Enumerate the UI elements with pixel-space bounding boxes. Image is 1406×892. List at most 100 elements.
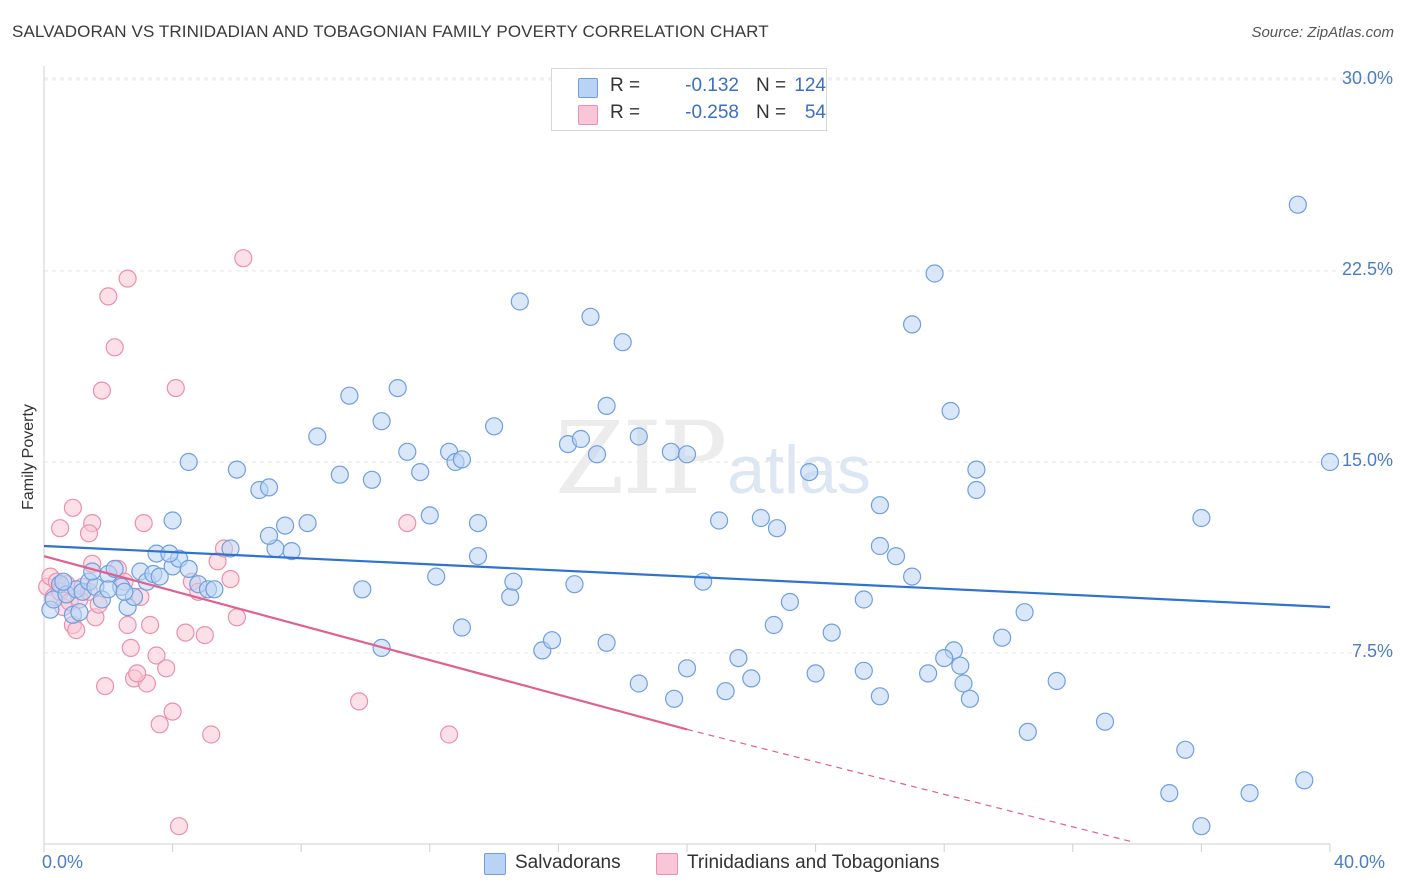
salvadoran-point[interactable]: [571, 429, 591, 449]
salvadoran-point[interactable]: [742, 669, 761, 688]
salvadoran-point[interactable]: [951, 656, 970, 675]
trinidadian-point[interactable]: [150, 715, 169, 734]
salvadoran-point[interactable]: [150, 567, 169, 586]
salvadoran-point[interactable]: [340, 386, 359, 405]
trinidadian-point[interactable]: [157, 659, 176, 678]
salvadoran-point[interactable]: [504, 572, 523, 591]
salvadoran-point[interactable]: [822, 623, 841, 642]
salvadoran-point[interactable]: [1018, 722, 1037, 742]
salvadoran-point[interactable]: [1047, 671, 1066, 691]
trinidadian-point[interactable]: [169, 817, 189, 836]
salvadoran-point[interactable]: [259, 478, 279, 497]
trinidadian-point[interactable]: [118, 615, 137, 635]
salvadoran-point[interactable]: [1288, 195, 1307, 214]
salvadoran-point[interactable]: [587, 445, 607, 464]
salvadoran-point[interactable]: [427, 567, 446, 586]
salvadoran-point[interactable]: [854, 590, 873, 609]
salvadoran-point[interactable]: [729, 648, 748, 668]
salvadoran-point[interactable]: [221, 539, 240, 558]
trinidadian-point[interactable]: [118, 269, 137, 288]
trinidadian-point[interactable]: [99, 287, 118, 306]
trinidadian-point[interactable]: [176, 623, 195, 642]
trinidadian-point[interactable]: [227, 608, 246, 627]
salvadoran-point[interactable]: [362, 470, 381, 489]
salvadoran-point[interactable]: [1240, 783, 1259, 803]
salvadoran-point[interactable]: [485, 417, 504, 436]
trinidadian-point[interactable]: [234, 249, 253, 268]
trinidadian-point[interactable]: [121, 638, 140, 658]
salvadoran-point[interactable]: [960, 689, 980, 708]
salvadoran-point[interactable]: [468, 513, 488, 533]
trinidadian-point[interactable]: [440, 725, 459, 744]
trinidadian-point[interactable]: [63, 498, 83, 517]
trinidadian-point[interactable]: [79, 524, 99, 543]
salvadoran-point[interactable]: [918, 664, 938, 683]
salvadoran-point[interactable]: [767, 519, 787, 538]
trinidadian-point[interactable]: [95, 676, 115, 696]
salvadoran-point[interactable]: [179, 452, 198, 472]
salvadoran-point[interactable]: [677, 659, 697, 678]
salvadoran-point[interactable]: [693, 572, 713, 591]
trinidadian-point[interactable]: [67, 620, 86, 640]
salvadoran-point[interactable]: [854, 661, 873, 680]
salvadoran-point[interactable]: [870, 687, 890, 706]
salvadoran-point[interactable]: [1192, 508, 1211, 528]
trinidadian-point[interactable]: [50, 519, 70, 538]
salvadoran-point[interactable]: [468, 547, 488, 566]
trinidadian-point[interactable]: [163, 702, 182, 721]
salvadoran-point[interactable]: [1320, 452, 1340, 472]
trinidadian-point[interactable]: [105, 338, 124, 357]
salvadoran-point[interactable]: [597, 633, 616, 652]
salvadoran-point[interactable]: [1160, 783, 1179, 803]
salvadoran-point[interactable]: [925, 264, 944, 283]
trinidadian-point[interactable]: [128, 664, 147, 683]
salvadoran-point[interactable]: [941, 401, 960, 421]
salvadoran-point[interactable]: [179, 559, 198, 579]
salvadoran-point[interactable]: [308, 427, 327, 446]
salvadoran-point[interactable]: [800, 463, 819, 482]
salvadoran-point[interactable]: [1295, 771, 1314, 790]
salvadoran-point[interactable]: [629, 427, 648, 446]
trinidadian-point[interactable]: [195, 625, 214, 645]
salvadoran-point[interactable]: [764, 615, 783, 635]
salvadoran-point[interactable]: [709, 511, 729, 530]
salvadoran-point[interactable]: [160, 544, 179, 563]
salvadoran-point[interactable]: [227, 460, 246, 479]
salvadoran-point[interactable]: [661, 442, 681, 461]
salvadoran-point[interactable]: [870, 496, 890, 515]
salvadoran-point[interactable]: [954, 674, 973, 693]
salvadoran-point[interactable]: [70, 603, 89, 622]
salvadoran-point[interactable]: [282, 541, 301, 561]
salvadoran-point[interactable]: [205, 580, 224, 599]
salvadoran-point[interactable]: [581, 307, 600, 326]
trinidadian-point[interactable]: [92, 381, 112, 400]
salvadoran-point[interactable]: [1192, 817, 1211, 836]
salvadoran-point[interactable]: [613, 333, 632, 352]
trinidadian-point[interactable]: [350, 692, 369, 711]
salvadoran-point[interactable]: [716, 682, 735, 701]
salvadoran-point[interactable]: [967, 460, 986, 479]
salvadoran-point[interactable]: [542, 631, 562, 650]
salvadoran-point[interactable]: [597, 396, 616, 415]
salvadoran-point[interactable]: [330, 465, 349, 484]
salvadoran-point[interactable]: [806, 664, 825, 683]
salvadoran-point[interactable]: [992, 628, 1012, 647]
salvadoran-point[interactable]: [411, 463, 430, 482]
salvadoran-point[interactable]: [276, 516, 295, 535]
salvadoran-point[interactable]: [298, 513, 317, 533]
salvadoran-point[interactable]: [99, 580, 118, 599]
salvadoran-point[interactable]: [664, 689, 684, 708]
salvadoran-point[interactable]: [388, 379, 407, 398]
salvadoran-point[interactable]: [398, 442, 417, 461]
salvadoran-point[interactable]: [501, 587, 520, 607]
salvadoran-point[interactable]: [780, 592, 800, 612]
salvadoran-point[interactable]: [629, 674, 648, 693]
salvadoran-point[interactable]: [452, 450, 471, 469]
salvadoran-point[interactable]: [565, 575, 584, 594]
salvadoran-point[interactable]: [902, 315, 922, 334]
salvadoran-point[interactable]: [1176, 740, 1195, 759]
salvadoran-point[interactable]: [1095, 712, 1115, 731]
trinidadian-point[interactable]: [166, 379, 185, 398]
trinidadian-point[interactable]: [141, 615, 160, 635]
salvadoran-point[interactable]: [54, 572, 73, 591]
